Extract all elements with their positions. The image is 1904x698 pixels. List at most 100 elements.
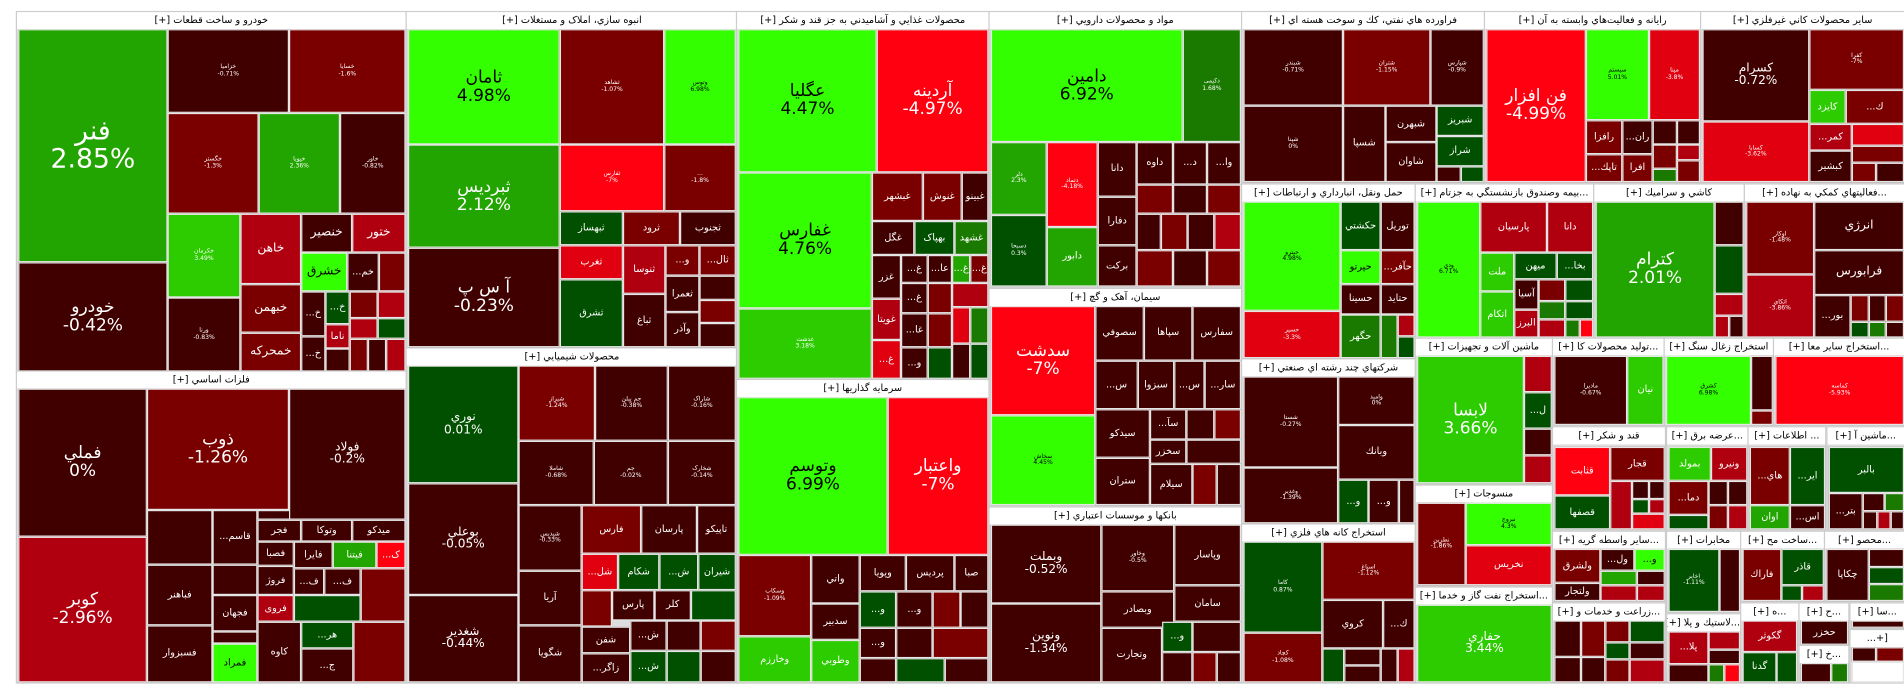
stock-tile[interactable] (1636, 570, 1665, 586)
stock-tile[interactable]: قجار (1610, 446, 1665, 481)
stock-tile[interactable]: ...تاپك (1585, 154, 1623, 183)
stock-tile[interactable] (1436, 166, 1461, 183)
stock-tile[interactable]: ...ف (324, 568, 361, 596)
sector-header-expand[interactable]: ...توليد محصولات كا [+] (1553, 338, 1664, 356)
stock-tile[interactable]: شخارک -0.14% (667, 440, 736, 506)
stock-tile[interactable]: غبينو (961, 172, 989, 222)
sector-header-expand[interactable]: ...استخراج نفت گاز و خدما [+] (1415, 587, 1552, 605)
stock-tile[interactable] (1831, 663, 1849, 683)
stock-tile[interactable]: شپنا 0% (1243, 105, 1344, 183)
stock-tile[interactable]: ...خ (301, 291, 326, 337)
stock-tile[interactable]: ...غا (901, 313, 928, 348)
stock-tile[interactable] (1398, 479, 1415, 524)
stock-tile[interactable]: عگلیا 4.47% (738, 29, 877, 173)
stock-tile[interactable]: کوبر -2.96% (18, 536, 147, 683)
stock-tile[interactable] (293, 595, 361, 622)
stock-tile[interactable] (1554, 656, 1582, 683)
stock-tile[interactable]: ...خ (325, 291, 350, 325)
stock-tile[interactable] (1652, 120, 1677, 145)
stock-tile[interactable] (1538, 301, 1566, 320)
stock-tile[interactable]: ثبهساز (559, 211, 623, 246)
stock-tile[interactable] (927, 313, 953, 348)
stock-tile[interactable]: فروژ (257, 565, 294, 596)
stock-tile[interactable]: ...خ (301, 336, 326, 372)
stock-tile[interactable]: ثامان 4.98% (408, 29, 560, 145)
stock-tile[interactable]: ...خم (347, 252, 379, 292)
stock-tile[interactable] (690, 590, 736, 621)
sector-header-expand[interactable]: كاشي و سراميك [+] (1594, 184, 1744, 202)
stock-tile[interactable]: اوان (1749, 505, 1790, 530)
stock-tile[interactable]: وسکاب -1.09% (738, 554, 812, 637)
stock-tile[interactable]: بهپاک (914, 221, 955, 256)
stock-tile[interactable] (1173, 184, 1208, 214)
stock-tile[interactable]: شپدیس -0.33% (518, 505, 582, 571)
stock-tile[interactable]: کلر (654, 590, 691, 621)
stock-tile[interactable]: ...و (896, 591, 933, 628)
stock-tile[interactable]: ...س (1174, 360, 1205, 410)
stock-tile[interactable] (349, 291, 378, 319)
stock-tile[interactable]: ثشاهد -1.07% (559, 29, 665, 145)
stock-tile[interactable]: حكشتي (1340, 201, 1381, 251)
stock-tile[interactable]: ...ش (659, 553, 699, 591)
stock-tile[interactable]: فاراك (1742, 548, 1782, 602)
stock-tile[interactable]: شبندر -0.71% (1243, 29, 1344, 106)
stock-tile[interactable]: كفرا -7% (1809, 29, 1904, 90)
stock-tile[interactable]: ولتجار (1554, 582, 1601, 602)
stock-tile[interactable] (970, 343, 989, 379)
stock-tile[interactable]: ...ران (1622, 120, 1653, 155)
stock-tile[interactable] (1538, 279, 1566, 302)
sector-header-expand[interactable]: رايانه و فعاليت‌هاي وابسته به آن [+] (1485, 12, 1701, 30)
stock-tile[interactable]: توريل (1380, 201, 1415, 251)
stock-tile[interactable] (1851, 647, 1877, 662)
stock-tile[interactable]: ...شل (581, 553, 619, 591)
stock-tile[interactable]: حفاري 3.44% (1417, 604, 1552, 683)
stock-tile[interactable] (1714, 201, 1744, 246)
stock-tile[interactable] (1727, 505, 1748, 530)
stock-tile[interactable] (1862, 511, 1878, 530)
stock-tile[interactable]: شسپا (1343, 105, 1386, 183)
stock-tile[interactable] (377, 291, 406, 319)
stock-tile[interactable] (896, 658, 945, 683)
stock-tile[interactable] (1605, 659, 1630, 683)
sector-header-expand[interactable]: ... اطلاعات [+] (1748, 427, 1826, 445)
stock-tile[interactable]: خزامیا -0.71% (167, 29, 290, 113)
stock-tile[interactable]: شغدیر -0.44% (408, 595, 519, 683)
stock-tile[interactable] (1751, 410, 1773, 426)
stock-tile[interactable]: ثشرق (559, 279, 623, 348)
stock-tile[interactable]: شاوان (1385, 142, 1437, 183)
sector-header-expand[interactable]: سرمايه گذاريها [+] (737, 380, 989, 398)
stock-tile[interactable]: ملت (1480, 252, 1515, 292)
stock-tile[interactable] (1708, 505, 1728, 530)
stock-tile[interactable] (927, 347, 953, 379)
stock-tile[interactable]: ...كمر (1809, 123, 1852, 151)
stock-tile[interactable]: ميهن (1514, 252, 1557, 280)
stock-tile[interactable] (1600, 570, 1637, 586)
stock-tile[interactable]: حخزر (1800, 620, 1849, 645)
stock-tile[interactable] (1877, 511, 1891, 530)
stock-tile[interactable] (1851, 123, 1904, 146)
stock-tile[interactable]: نطرین -1.86% (1417, 502, 1466, 586)
stock-tile[interactable]: دابور (1046, 227, 1098, 287)
stock-tile[interactable]: شگويا (518, 625, 582, 683)
stock-tile[interactable] (1192, 652, 1217, 683)
stock-tile[interactable] (1851, 162, 1877, 183)
stock-tile[interactable]: كاما 0.87% (1243, 541, 1323, 633)
stock-tile[interactable] (1136, 213, 1161, 251)
stock-tile[interactable]: خاهن (240, 213, 302, 285)
stock-tile[interactable] (146, 510, 213, 565)
stock-tile[interactable]: سصوفي (1095, 306, 1144, 361)
stock-tile[interactable]: ...ک (376, 541, 406, 569)
stock-tile[interactable]: سیستم 5.01% (1585, 29, 1650, 121)
stock-tile[interactable]: ...غ (871, 340, 902, 379)
stock-tile[interactable]: غدشت 3.18% (738, 308, 872, 379)
stock-tile[interactable] (1714, 315, 1730, 338)
stock-tile[interactable] (927, 282, 953, 314)
sector-header-expand[interactable]: ...عرضه برق [+] (1667, 427, 1748, 445)
stock-tile[interactable]: شیراز -1.24% (518, 365, 596, 441)
stock-tile[interactable] (1581, 620, 1606, 657)
stock-tile[interactable] (1800, 663, 1832, 683)
stock-tile[interactable]: ولشرق (1554, 548, 1601, 583)
stock-tile[interactable]: جم -0.02% (593, 440, 668, 506)
stock-tile[interactable] (1136, 184, 1174, 214)
stock-tile[interactable]: واتي (811, 554, 860, 604)
